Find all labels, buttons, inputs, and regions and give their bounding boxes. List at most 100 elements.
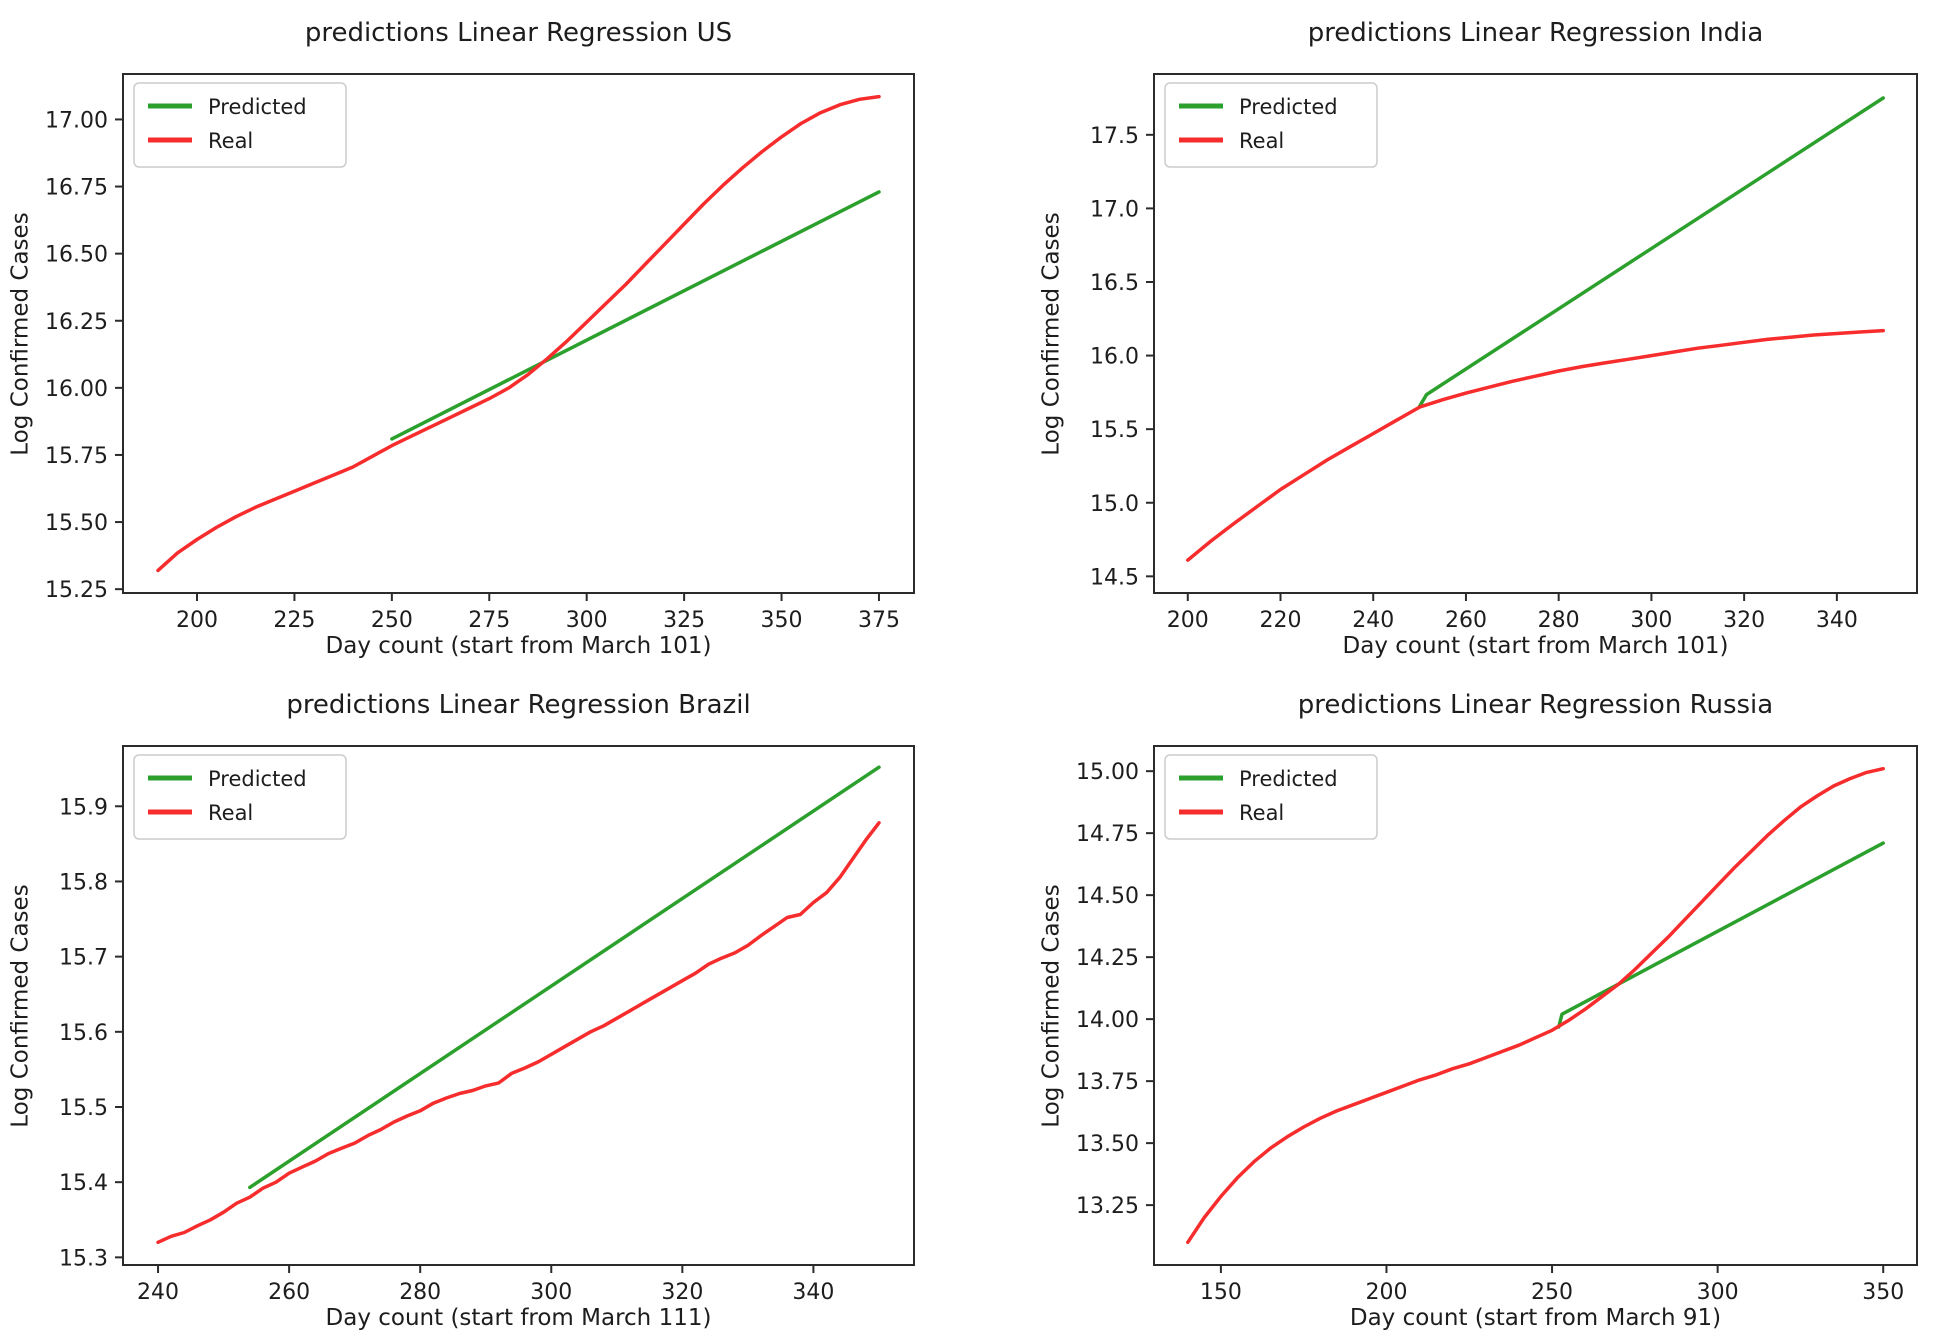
x-tick-label: 300 (1697, 1280, 1739, 1305)
chart-title: predictions Linear Regression US (304, 18, 733, 48)
chart-panel-brazil: predictions Linear Regression Brazil Log… (0, 670, 969, 1341)
y-tick-label: 15.0 (1090, 492, 1139, 517)
y-tick-label: 17.0 (1090, 197, 1139, 222)
legend-label-real: Real (208, 129, 253, 153)
x-axis-label: Day count (start from March 101) (325, 633, 712, 659)
legend-label-real: Real (1239, 129, 1284, 153)
chart-panel-india: predictions Linear Regression India Log … (969, 0, 1938, 670)
series-line-predicted (1556, 841, 1885, 1029)
y-tick-label: 16.25 (45, 310, 108, 335)
x-tick-label: 200 (1365, 1280, 1407, 1305)
x-tick-label: 340 (792, 1280, 834, 1305)
y-tick-label: 17.00 (45, 108, 108, 133)
x-tick-label: 260 (1445, 608, 1487, 633)
chart-title: predictions Linear Regression India (1307, 18, 1764, 48)
y-axis-label: Log Confirmed Cases (7, 211, 33, 456)
series-line-real (1186, 766, 1885, 1245)
series-line-predicted (248, 765, 881, 1190)
series-line-predicted (1417, 96, 1885, 409)
series-line-real (1186, 328, 1885, 562)
y-tick-label: 15.5 (59, 1096, 108, 1121)
x-tick-label: 325 (663, 608, 705, 633)
y-tick-label: 13.50 (1076, 1132, 1139, 1157)
chart-panel-us: predictions Linear Regression US Log Con… (0, 0, 969, 670)
plot-border (122, 73, 915, 594)
y-tick-label: 15.8 (59, 870, 108, 895)
plot-border (122, 745, 915, 1266)
x-tick-label: 225 (273, 608, 315, 633)
legend: Predicted Real (133, 82, 347, 168)
plot-area: 200 220 240 260 280 300 320 340 14.5 15.0 15.5 16.0… (1090, 73, 1918, 633)
y-tick-label: 16.75 (45, 176, 108, 201)
y-tick-label: 15.75 (45, 444, 108, 469)
x-tick-label: 250 (1531, 1280, 1573, 1305)
legend: Predicted Real (1164, 754, 1378, 840)
plot-border (1153, 745, 1918, 1266)
legend-label-predicted: Predicted (208, 95, 307, 119)
x-tick-label: 200 (176, 608, 218, 633)
x-tick-label: 320 (661, 1280, 703, 1305)
plot-area: 150 200 250 300 350 13.25 13.50 13.75 14.00 14.25… (1076, 745, 1918, 1305)
legend: Predicted Real (1164, 82, 1378, 168)
y-tick-label: 15.00 (1076, 760, 1139, 785)
chart-title: predictions Linear Regression Brazil (286, 690, 751, 720)
y-tick-label: 13.25 (1076, 1194, 1139, 1219)
x-tick-label: 320 (1723, 608, 1765, 633)
legend-label-predicted: Predicted (208, 767, 307, 791)
y-tick-label: 14.25 (1076, 946, 1139, 971)
y-tick-label: 16.00 (45, 377, 108, 402)
x-axis-label: Day count (start from March 111) (325, 1305, 712, 1331)
legend-label-predicted: Predicted (1239, 95, 1338, 119)
chart-panel-russia: predictions Linear Regression Russia Log… (969, 670, 1938, 1341)
y-tick-label: 15.9 (59, 795, 108, 820)
y-tick-label: 13.75 (1076, 1070, 1139, 1095)
x-axis-label: Day count (start from March 101) (1342, 633, 1729, 659)
plot-area: 200 225 250 275 300 325 350 375 15.25 15.50 15.75 1… (45, 73, 915, 633)
series-line-real (156, 94, 881, 573)
legend-label-predicted: Predicted (1239, 767, 1338, 791)
y-axis-label: Log Confirmed Cases (1038, 883, 1064, 1128)
y-axis-label: Log Confirmed Cases (7, 883, 33, 1128)
x-tick-label: 350 (761, 608, 803, 633)
y-tick-label: 14.5 (1090, 565, 1139, 590)
y-tick-label: 15.4 (59, 1171, 108, 1196)
x-tick-label: 300 (1630, 608, 1672, 633)
y-tick-label: 15.5 (1090, 418, 1139, 443)
y-tick-label: 14.75 (1076, 822, 1139, 847)
y-tick-label: 15.3 (59, 1246, 108, 1271)
x-tick-label: 240 (137, 1280, 179, 1305)
x-axis-label: Day count (start from March 91) (1349, 1305, 1722, 1331)
x-tick-label: 250 (371, 608, 413, 633)
y-tick-label: 15.50 (45, 511, 108, 536)
chart-title: predictions Linear Regression Russia (1297, 690, 1774, 720)
y-tick-label: 15.7 (59, 946, 108, 971)
legend-label-real: Real (1239, 801, 1284, 825)
x-tick-label: 280 (399, 1280, 441, 1305)
plot-area: 240 260 280 300 320 340 15.3 15.4 15.5 15.6 15.7 15… (59, 745, 915, 1305)
y-axis-label: Log Confirmed Cases (1038, 211, 1064, 456)
x-tick-label: 275 (468, 608, 510, 633)
legend-label-real: Real (208, 801, 253, 825)
x-tick-label: 220 (1260, 608, 1302, 633)
y-tick-label: 14.50 (1076, 884, 1139, 909)
x-tick-label: 300 (566, 608, 608, 633)
x-tick-label: 260 (268, 1280, 310, 1305)
x-tick-label: 340 (1816, 608, 1858, 633)
legend: Predicted Real (133, 754, 347, 840)
y-tick-label: 15.25 (45, 578, 108, 603)
plot-border (1153, 73, 1918, 594)
series-line-predicted (390, 190, 881, 441)
x-tick-label: 280 (1538, 608, 1580, 633)
x-tick-label: 200 (1167, 608, 1209, 633)
x-tick-label: 350 (1862, 1280, 1904, 1305)
y-tick-label: 16.0 (1090, 345, 1139, 370)
x-tick-label: 375 (858, 608, 900, 633)
y-tick-label: 17.5 (1090, 124, 1139, 149)
y-tick-label: 14.00 (1076, 1008, 1139, 1033)
series-line-real (156, 821, 881, 1245)
x-tick-label: 150 (1200, 1280, 1242, 1305)
x-tick-label: 300 (530, 1280, 572, 1305)
x-tick-label: 240 (1352, 608, 1394, 633)
y-tick-label: 16.5 (1090, 271, 1139, 296)
